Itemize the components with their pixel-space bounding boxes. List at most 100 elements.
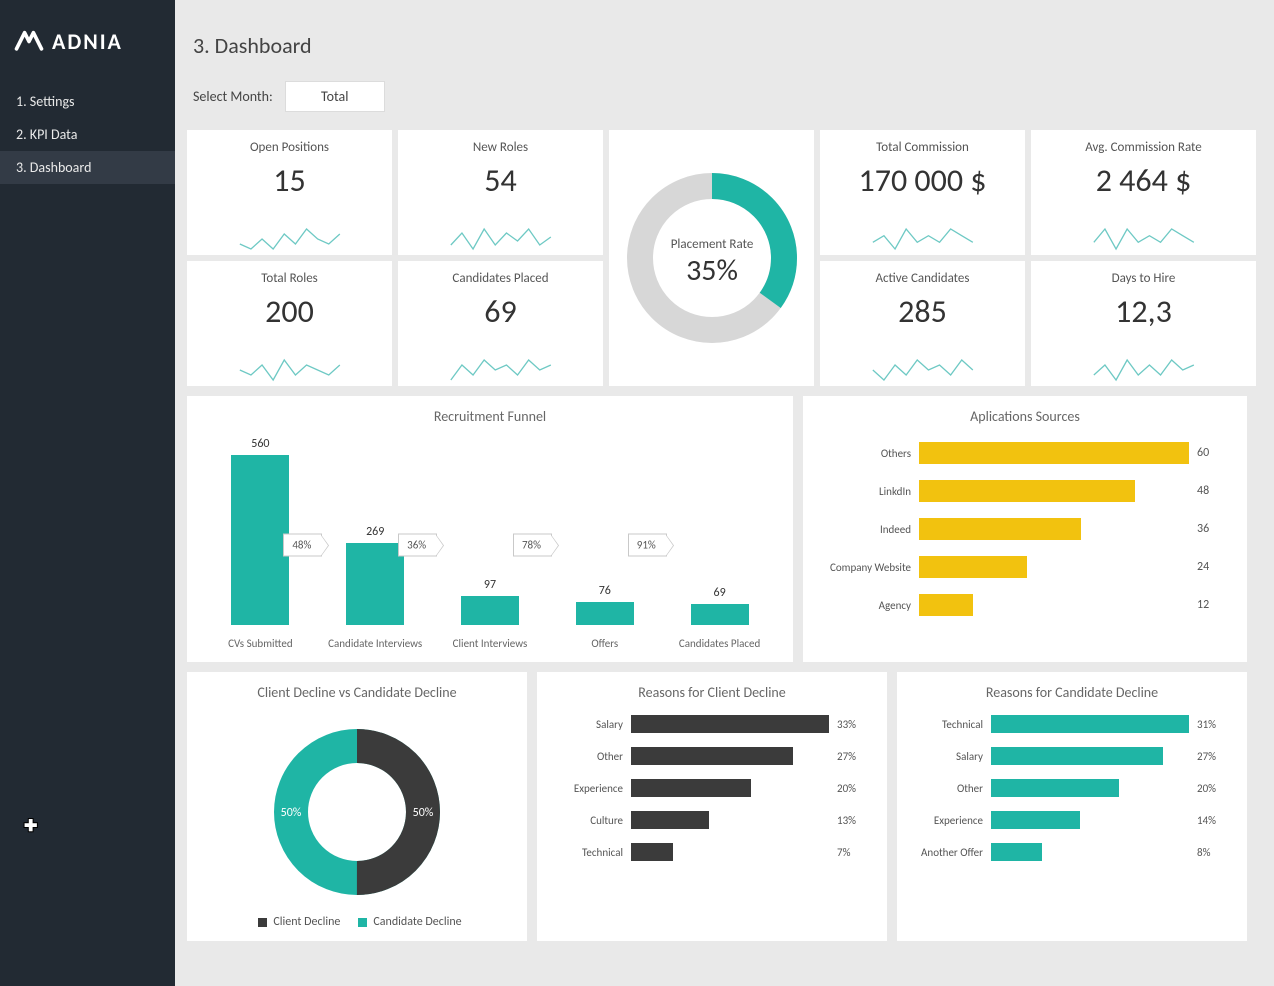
hbar-label: Another Offer [913, 846, 991, 859]
hbar-value: 8% [1197, 846, 1231, 859]
kpi-new-roles: New Roles 54 [398, 130, 603, 255]
hbar-fill [991, 715, 1189, 733]
hbar-track [631, 843, 829, 861]
hbar-fill [631, 715, 829, 733]
hbar-value: 24 [1197, 560, 1231, 574]
hbar-value: 31% [1197, 718, 1231, 731]
funnel-bar-fill [691, 604, 749, 625]
hbar-track [631, 779, 829, 797]
hbar-track [991, 811, 1189, 829]
funnel-xlabel: Candidate Interviews [318, 637, 433, 650]
decline-legend: Client DeclineCandidate Decline [203, 915, 511, 929]
nav-item-0[interactable]: 1. Settings [0, 85, 175, 118]
sources-panel: Aplications Sources Others60LinkdIn48Ind… [803, 396, 1247, 662]
hbar-fill [631, 779, 751, 797]
hbar-fill [991, 843, 1042, 861]
hbar-label: Other [553, 750, 631, 763]
hbar-track [919, 481, 1189, 501]
hbar-row: Technical31% [913, 715, 1231, 733]
hbar-track [919, 519, 1189, 539]
funnel-value: 269 [366, 525, 384, 539]
kpi-title: Open Positions [250, 140, 329, 155]
hbar-row: Others60 [819, 443, 1231, 463]
add-icon[interactable]: ✚ [24, 820, 40, 836]
hbar-row: Indeed 36 [819, 519, 1231, 539]
kpi-total-roles: Total Roles 200 [187, 261, 392, 386]
hbar-label: Experience [553, 782, 631, 795]
kpi-sparkline [836, 358, 1010, 382]
funnel-chart: 560269977669 CVs SubmittedCandidate Inte… [203, 435, 777, 650]
svg-text:35%: 35% [686, 252, 738, 289]
funnel-bar: 560 [203, 437, 318, 625]
hbar-value: 33% [837, 718, 871, 731]
hbar-fill [631, 747, 793, 765]
kpi-title: Avg. Commission Rate [1085, 140, 1201, 155]
candidate-reasons-chart: Technical31%Salary27%Other20%Experience1… [913, 715, 1231, 861]
kpi-value: 200 [265, 292, 314, 331]
hbar-value: 36 [1197, 522, 1231, 536]
main-content: 3. Dashboard Select Month: Total Open Po… [175, 0, 1274, 986]
kpi-sparkline [836, 227, 1010, 251]
hbar-fill [919, 594, 973, 616]
funnel-panel: Recruitment Funnel 560269977669 CVs Subm… [187, 396, 793, 662]
hbar-row: Experience20% [553, 779, 871, 797]
funnel-bar-fill [346, 543, 404, 625]
month-label: Select Month: [193, 88, 273, 105]
hbar-row: Another Offer 8% [913, 843, 1231, 861]
kpi-sparkline [414, 358, 588, 382]
funnel-bar: 97 [433, 578, 548, 625]
client-reasons-chart: Salary33%Other27%Experience20%Culture13%… [553, 715, 871, 861]
hbar-value: 12 [1197, 598, 1231, 612]
hbar-fill [991, 811, 1080, 829]
panel-title: Reasons for Candidate Decline [913, 684, 1231, 701]
panel-title: Recruitment Funnel [203, 408, 777, 425]
legend-swatch [258, 918, 267, 927]
hbar-row: Salary 33% [553, 715, 871, 733]
hbar-track [991, 747, 1189, 765]
hbar-label: Technical [553, 846, 631, 859]
kpi-title: Total Roles [261, 271, 318, 286]
hbar-fill [991, 779, 1119, 797]
kpi-value: 285 [898, 292, 947, 331]
hbar-value: 27% [837, 750, 871, 763]
brand-logo: ADNIA [0, 0, 175, 85]
funnel-bar-fill [576, 602, 634, 625]
nav-item-2[interactable]: 3. Dashboard [0, 151, 175, 184]
funnel-chip: 48% [283, 534, 322, 557]
funnel-chip: 36% [398, 534, 437, 557]
hbar-label: Salary [553, 718, 631, 731]
hbar-track [631, 811, 829, 829]
sources-chart: Others60LinkdIn48Indeed36Company Website… [819, 443, 1231, 615]
mid-row: Recruitment Funnel 560269977669 CVs Subm… [187, 396, 1262, 662]
client-reasons-panel: Reasons for Client Decline Salary33%Othe… [537, 672, 887, 941]
legend-swatch [358, 918, 367, 927]
decline-donut-chart: 50%50% [257, 717, 457, 907]
hbar-row: Agency12 [819, 595, 1231, 615]
hbar-label: Indeed [819, 523, 919, 536]
funnel-bar-fill [231, 455, 289, 625]
panel-title: Client Decline vs Candidate Decline [203, 684, 511, 701]
funnel-bar-fill [461, 596, 519, 625]
candidate-reasons-panel: Reasons for Candidate Decline Technical3… [897, 672, 1247, 941]
bottom-row: Client Decline vs Candidate Decline 50%5… [187, 672, 1262, 941]
kpi-title: Active Candidates [876, 271, 970, 286]
svg-text:50%: 50% [281, 806, 302, 820]
kpi-days-to-hire: Days to Hire 12,3 [1031, 261, 1256, 386]
funnel-xlabel: CVs Submitted [203, 637, 318, 650]
funnel-chip: 78% [513, 534, 552, 557]
hbar-track [991, 779, 1189, 797]
month-selector-row: Select Month: Total [187, 81, 1262, 130]
kpi-active-candidates: Active Candidates 285 [820, 261, 1025, 386]
hbar-value: 7% [837, 846, 871, 859]
month-select[interactable]: Total [285, 81, 385, 112]
funnel-xlabel: Candidates Placed [662, 637, 777, 650]
nav-item-1[interactable]: 2. KPI Data [0, 118, 175, 151]
hbar-track [919, 595, 1189, 615]
kpi-value: 69 [484, 292, 516, 331]
kpi-sparkline [1048, 227, 1240, 251]
placement-donut-chart: Placement Rate35% [617, 163, 807, 353]
hbar-label: Experience [913, 814, 991, 827]
hbar-track [991, 715, 1189, 733]
hbar-label: Company Website [819, 561, 919, 574]
hbar-track [631, 715, 829, 733]
